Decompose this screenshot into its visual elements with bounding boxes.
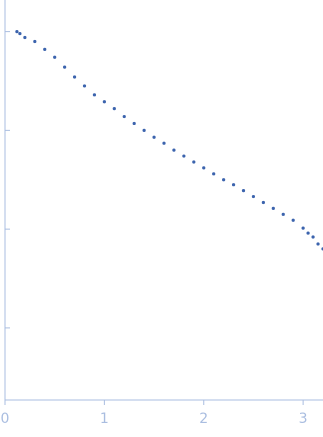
point	[261, 200, 265, 205]
point	[122, 114, 126, 119]
point	[102, 100, 106, 104]
point	[192, 160, 196, 164]
point	[182, 154, 186, 158]
point	[43, 47, 47, 51]
point	[311, 235, 315, 239]
point	[142, 128, 146, 132]
point	[112, 107, 116, 111]
point	[316, 242, 320, 246]
x-tick-label: 1	[100, 411, 109, 427]
point	[18, 31, 22, 36]
point	[162, 141, 166, 145]
point	[82, 84, 87, 88]
point	[271, 206, 275, 210]
point	[92, 93, 97, 97]
point	[132, 121, 136, 126]
point	[212, 172, 216, 176]
point	[72, 75, 77, 79]
point	[15, 30, 19, 34]
point	[152, 135, 156, 139]
point	[63, 65, 67, 69]
x-tick-label: 0	[1, 411, 10, 427]
point	[23, 35, 27, 40]
point	[231, 183, 236, 187]
point	[291, 218, 295, 222]
x-tick-label: 2	[199, 411, 208, 427]
point	[281, 212, 285, 216]
point	[172, 148, 176, 152]
point	[251, 194, 256, 199]
point	[306, 231, 310, 235]
point	[33, 39, 37, 44]
point	[301, 226, 305, 230]
point	[202, 166, 206, 170]
x-tick-label: 3	[299, 411, 308, 427]
point	[53, 55, 57, 59]
point	[222, 178, 226, 182]
point	[241, 189, 246, 193]
